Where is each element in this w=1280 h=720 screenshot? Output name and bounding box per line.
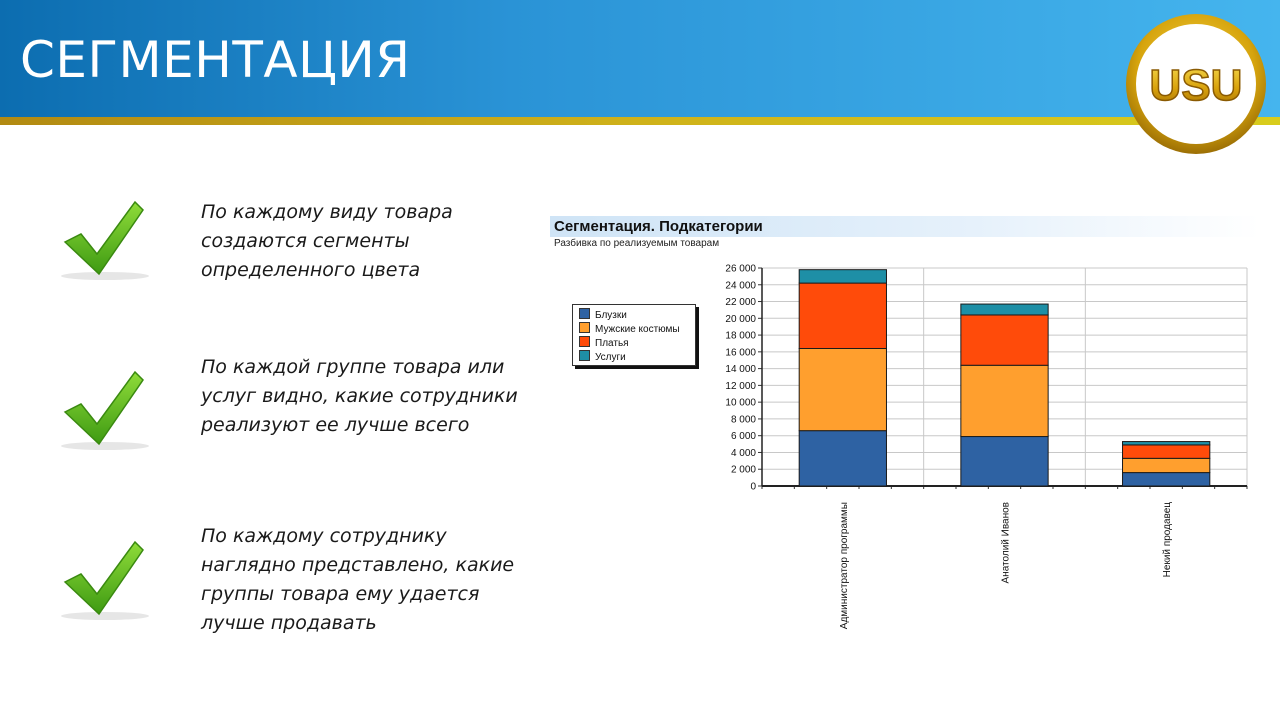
y-tick-label: 24 000 [725,280,756,291]
legend-label: Блузки [595,310,627,321]
legend-swatch [579,308,590,319]
bullet-text: По каждому виду товара создаются сегмент… [201,201,453,281]
legend-item: Мужские костюмы [579,322,680,336]
bar-segment [1122,472,1211,487]
chart-plot: 0 2 000 4 000 6 000 8 000 10 000 12 000 14 000 1… [725,264,1248,629]
x-tick-label: Некий продавец [1162,502,1173,578]
legend-label: Мужские костюмы [595,324,680,335]
x-tick-label: Администратор программы [839,502,850,629]
chart-titlebar [550,216,1260,237]
bullet-item: По каждому виду товара создаются сегмент… [55,198,535,318]
bullet-text: По каждому сотруднику наглядно представл… [201,525,515,634]
legend-item: Услуги [579,350,626,364]
chart-title: Сегментация. Подкатегории [554,218,763,235]
logo-text: USU [1150,61,1243,110]
bar-segment [1122,444,1211,459]
header-stripe [0,117,1280,125]
bar-segment [798,282,887,349]
bar-segment [960,303,1049,316]
legend-item: Блузки [579,308,627,322]
bar-segment [1122,441,1211,446]
bar-segment [960,314,1049,366]
legend-swatch [579,336,590,347]
bar-segment [960,436,1049,487]
legend-label: Услуги [595,352,626,363]
y-tick-label: 22 000 [725,297,756,308]
page-title: СЕГМЕНТАЦИЯ [20,31,411,89]
y-tick-label: 8 000 [731,414,756,425]
y-tick-label: 18 000 [725,331,756,342]
legend-swatch [579,322,590,333]
bar-segment [1122,457,1211,474]
chart-panel: Сегментация. Подкатегории Разбивка по ре… [550,216,1260,656]
usu-logo: USU [1126,14,1266,154]
chart-legend: Блузки Мужские костюмы Платья Услуги [572,304,696,366]
y-tick-label: 4 000 [731,448,756,459]
x-tick-label: Анатолий Иванов [1001,502,1012,583]
y-tick-label: 16 000 [725,347,756,358]
header-band [0,0,1280,117]
y-tick-label: 14 000 [725,364,756,375]
y-tick-label: 0 [750,482,756,493]
y-tick-label: 26 000 [725,264,756,275]
bar-segment [798,347,887,432]
y-tick-label: 10 000 [725,398,756,409]
chart-subtitle: Разбивка по реализуемым товарам [554,238,720,249]
bar-segment [798,430,887,487]
y-tick-label: 2 000 [731,465,756,476]
y-tick-label: 6 000 [731,431,756,442]
bullet-item: По каждой группе товара или услуг видно,… [55,353,535,473]
bullet-item: По каждому сотруднику наглядно представл… [55,522,535,642]
bullet-text: По каждой группе товара или услуг видно,… [201,356,518,436]
y-tick-label: 20 000 [725,314,756,325]
check-icon [61,540,149,620]
legend-label: Платья [595,338,629,349]
legend-item: Платья [579,336,629,350]
legend-swatch [579,350,590,361]
bar-segment [960,364,1049,438]
y-tick-label: 12 000 [725,381,756,392]
check-icon [61,370,149,450]
bar-segment [798,269,887,284]
check-icon [61,200,149,280]
